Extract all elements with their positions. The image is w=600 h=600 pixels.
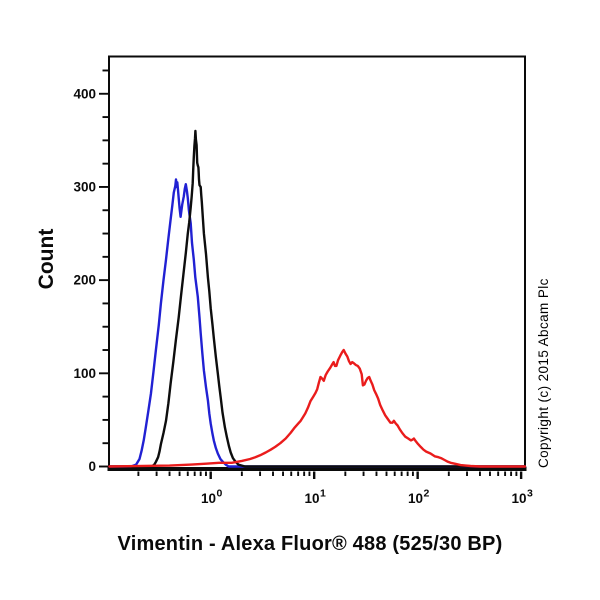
- x-tick-label: 102: [408, 488, 430, 507]
- x-tick-label: 100: [201, 488, 223, 507]
- blue-curve: [108, 178, 527, 468]
- red-curve: [108, 348, 527, 468]
- y-tick-label: 400: [73, 86, 96, 101]
- copyright-text: Copyright (c) 2015 Abcam Plc: [536, 278, 551, 468]
- black-curve: [108, 129, 527, 468]
- x-tick-label: 103: [511, 488, 533, 507]
- y-tick-label: 0: [88, 459, 96, 474]
- y-axis-title: Count: [35, 228, 58, 290]
- y-tick-label: 100: [73, 366, 96, 381]
- y-tick-label: 300: [73, 180, 96, 195]
- chart-title: Vimentin - Alexa Fluor® 488 (525/30 BP): [117, 533, 503, 555]
- x-tick-label: 101: [304, 488, 326, 507]
- y-tick-label: 200: [73, 273, 96, 288]
- plot-frame: [108, 55, 526, 470]
